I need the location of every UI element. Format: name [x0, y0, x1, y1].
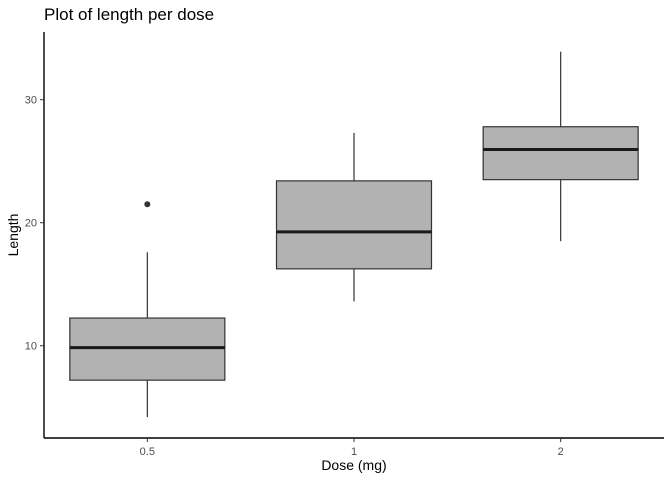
- x-tick-label: 1: [351, 446, 357, 458]
- box-group: [275, 132, 433, 302]
- y-ticks: 10 20 30: [25, 95, 44, 353]
- box-group: [482, 51, 639, 242]
- x-tick-label: 0.5: [140, 446, 155, 458]
- box-rect: [482, 126, 639, 181]
- x-ticks: 0.5 1 2: [140, 438, 564, 458]
- boxes: [69, 51, 639, 418]
- x-axis-title: Dose (mg): [321, 457, 386, 473]
- box-group: [69, 201, 226, 418]
- box-rect: [275, 180, 433, 270]
- y-tick-label: 20: [25, 218, 37, 230]
- x-tick-label: 2: [558, 446, 564, 458]
- box-rect: [69, 317, 226, 381]
- y-tick-label: 10: [25, 341, 37, 353]
- y-axis-title: Length: [5, 214, 21, 257]
- outlier-point: [144, 201, 151, 208]
- y-tick-label: 30: [25, 95, 37, 107]
- chart-title: Plot of length per dose: [44, 5, 214, 24]
